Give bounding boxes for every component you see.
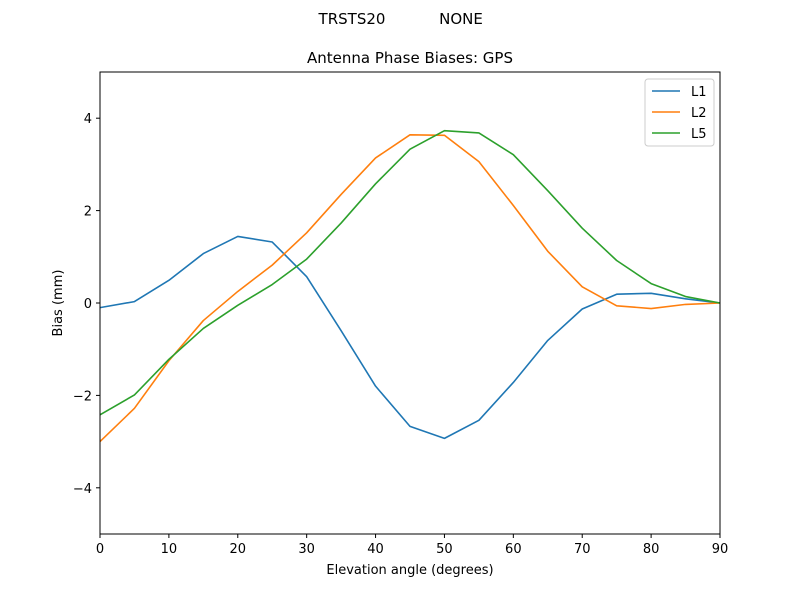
plot-area-frame [99,71,721,535]
legend-label-l1: L1 [691,85,707,100]
series-line-l5 [99,129,721,416]
x-tick-label: 0 [96,542,104,557]
y-tick-label: −2 [73,389,92,404]
x-tick-label: 20 [230,542,247,557]
series-line-l1 [99,235,721,440]
y-tick-label: 4 [84,112,92,127]
x-tick-label: 10 [161,542,178,557]
legend: L1 L2 L5 [644,78,715,147]
x-tick-label: 70 [574,542,591,557]
x-tick-label: 50 [436,542,453,557]
x-axis-label: Elevation angle (degrees) [326,563,493,578]
y-axis-label: Bias (mm) [51,270,66,337]
chart-title: Antenna Phase Biases: GPS [307,49,513,67]
y-axis-ticks: −4 −2 0 2 4 [73,112,100,497]
x-tick-label: 90 [712,542,729,557]
x-axis-ticks: 0 10 20 30 40 50 60 70 80 90 [96,534,728,557]
series-line-l2 [99,134,721,443]
y-tick-label: 2 [84,205,92,220]
x-tick-label: 40 [367,542,384,557]
y-tick-label: 0 [84,297,92,312]
y-tick-label: −4 [73,482,92,497]
suptitle-radome: NONE [439,10,483,28]
x-tick-label: 30 [298,542,315,557]
x-tick-label: 60 [505,542,522,557]
x-tick-label: 80 [643,542,660,557]
legend-label-l5: L5 [691,127,707,142]
suptitle-station: TRSTS20 [318,10,386,28]
series-layer [99,129,721,443]
legend-label-l2: L2 [691,106,707,121]
